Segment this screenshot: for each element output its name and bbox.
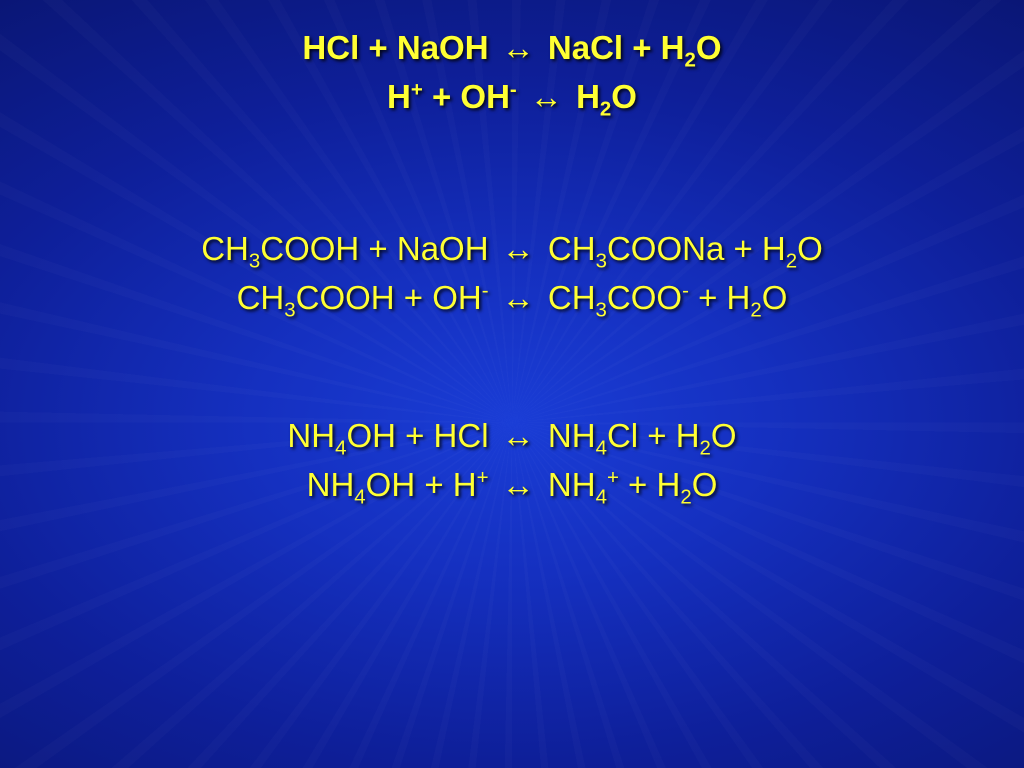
subscript: 4 [354,485,365,508]
equation-group: CH3COOH + NaOH ↔ CH3COONa + H2O CH3COOH … [201,227,823,320]
subscript: 3 [284,298,295,321]
equation-line: H+ + OH- ↔ H2O [302,75,721,120]
equation-line: NH4OH + HCl ↔ NH4Cl + H2O [287,414,736,459]
subscript: 4 [335,437,346,460]
slide: HCl + NaOH ↔ NaCl + H2O H+ + OH- ↔ H2O C… [0,0,1024,768]
equilibrium-arrow-icon: ↔ [498,26,539,71]
subscript: 4 [596,485,607,508]
title-block: HCl + NaOH ↔ NaCl + H2O H+ + OH- ↔ H2O [302,26,721,119]
subscript: 3 [596,250,607,273]
equation-line: HCl + NaOH ↔ NaCl + H2O [302,26,721,71]
subscript: 2 [680,485,691,508]
equilibrium-arrow-icon: ↔ [526,75,567,120]
superscript: + [411,78,423,101]
subscript: 2 [685,49,696,72]
equation-line: CH3COOH + OH- ↔ CH3COO- + H2O [201,276,823,321]
superscript: - [482,279,489,302]
subscript: 4 [596,437,607,460]
superscript: + [607,466,619,489]
equilibrium-arrow-icon: ↔ [498,227,539,272]
subscript: 3 [596,298,607,321]
equilibrium-arrow-icon: ↔ [498,414,539,459]
subscript: 2 [700,437,711,460]
subscript: 2 [600,97,611,120]
equation-group: NH4OH + HCl ↔ NH4Cl + H2O NH4OH + H+ ↔ N… [287,414,736,507]
equation-line: NH4OH + H+ ↔ NH4+ + H2O [287,463,736,508]
subscript: 2 [786,250,797,273]
equilibrium-arrow-icon: ↔ [498,463,539,508]
superscript: - [510,78,517,101]
equation-line: CH3COOH + NaOH ↔ CH3COONa + H2O [201,227,823,272]
superscript: + [477,466,489,489]
superscript: - [682,279,689,302]
subscript: 3 [249,250,260,273]
equilibrium-arrow-icon: ↔ [498,276,539,321]
subscript: 2 [750,298,761,321]
